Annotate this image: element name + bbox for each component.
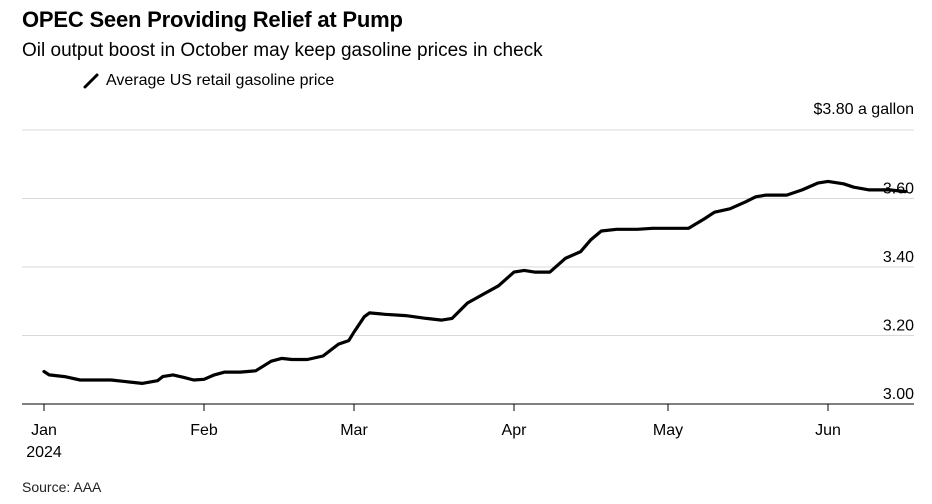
series-line-gasoline-price	[42, 179, 907, 385]
y-tick-label: 3.40	[883, 249, 914, 266]
y-tick-label: 3.60	[883, 181, 914, 198]
legend-label: Average US retail gasoline price	[106, 72, 335, 89]
source-note: Source: AAA	[22, 479, 102, 495]
x-tick-label: Jan	[31, 422, 57, 439]
legend-line-icon	[83, 73, 99, 89]
chart-subtitle: Oil output boost in October may keep gas…	[22, 40, 543, 61]
x-tick-label: May	[653, 422, 683, 439]
x-tick-label: Feb	[190, 422, 218, 439]
x-tick-label: Apr	[502, 422, 528, 439]
y-tick-label: 3.20	[883, 318, 914, 335]
chart-title: OPEC Seen Providing Relief at Pump	[22, 7, 403, 32]
x-tick-label: Jun	[815, 422, 841, 439]
y-tick-label: 3.00	[883, 386, 914, 403]
x-tick-label: Mar	[340, 422, 368, 439]
legend: Average US retail gasoline price	[82, 72, 334, 90]
y-unit-label: $3.80 a gallon	[813, 101, 914, 118]
x-tick-sublabel: 2024	[26, 444, 62, 461]
